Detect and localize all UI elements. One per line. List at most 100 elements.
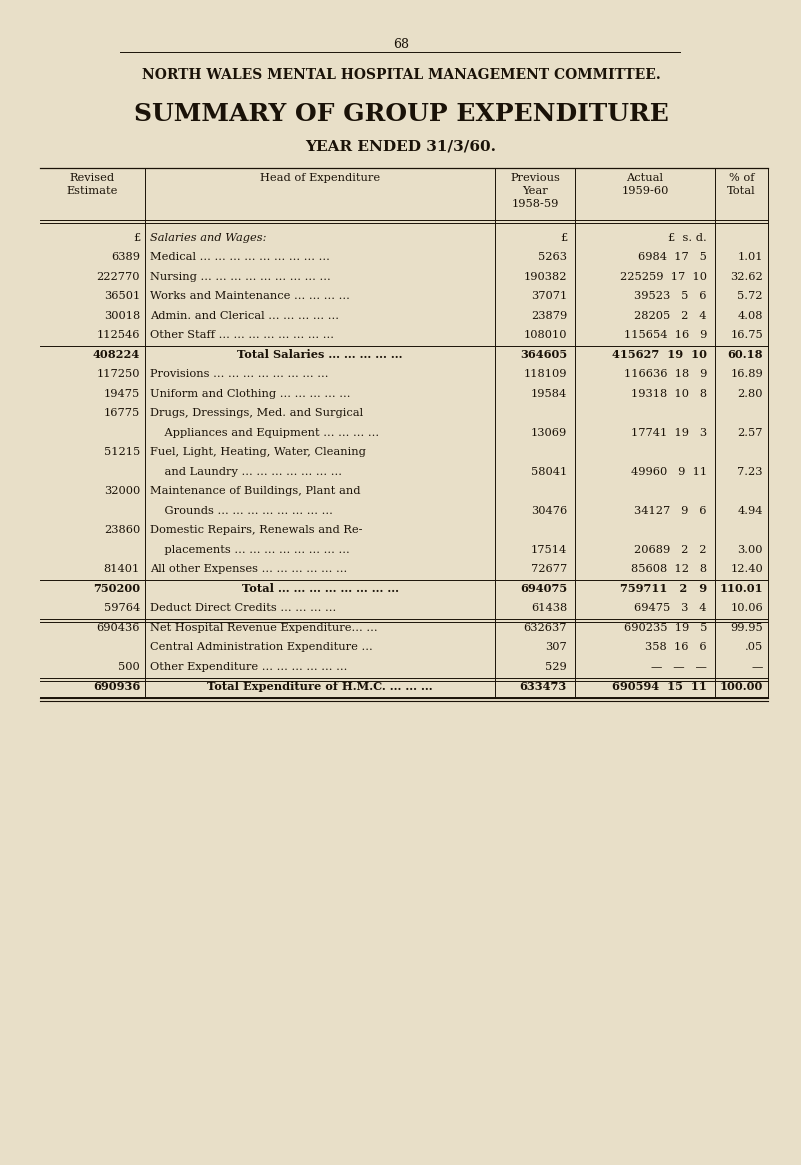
Text: 6984  17   5: 6984 17 5	[638, 253, 707, 262]
Text: 2.57: 2.57	[738, 428, 763, 438]
Text: 690235  19   5: 690235 19 5	[624, 623, 707, 633]
Text: 2.80: 2.80	[738, 389, 763, 398]
Text: 36501: 36501	[104, 291, 140, 302]
Text: 4.94: 4.94	[738, 506, 763, 516]
Text: 307: 307	[545, 642, 567, 652]
Text: 99.95: 99.95	[731, 623, 763, 633]
Text: Grounds ... ... ... ... ... ... ... ...: Grounds ... ... ... ... ... ... ... ...	[150, 506, 333, 516]
Text: NORTH WALES MENTAL HOSPITAL MANAGEMENT COMMITTEE.: NORTH WALES MENTAL HOSPITAL MANAGEMENT C…	[142, 68, 660, 82]
Text: SUMMARY OF GROUP EXPENDITURE: SUMMARY OF GROUP EXPENDITURE	[134, 103, 668, 126]
Text: 222770: 222770	[96, 271, 140, 282]
Text: 34127   9   6: 34127 9 6	[634, 506, 707, 516]
Text: 58041: 58041	[531, 467, 567, 476]
Text: 30018: 30018	[104, 311, 140, 320]
Text: % of
Total: % of Total	[727, 172, 756, 196]
Text: 690936: 690936	[93, 680, 140, 692]
Text: 3.00: 3.00	[738, 545, 763, 555]
Text: £  s. d.: £ s. d.	[668, 233, 707, 242]
Text: 39523   5   6: 39523 5 6	[634, 291, 707, 302]
Text: 19318  10   8: 19318 10 8	[631, 389, 707, 398]
Text: 112546: 112546	[96, 330, 140, 340]
Text: Deduct Direct Credits ... ... ... ...: Deduct Direct Credits ... ... ... ...	[150, 603, 336, 613]
Text: 32000: 32000	[104, 486, 140, 496]
Text: Domestic Repairs, Renewals and Re-: Domestic Repairs, Renewals and Re-	[150, 525, 363, 535]
Text: —   —   —: — — —	[651, 662, 707, 672]
Text: All other Expenses ... ... ... ... ... ...: All other Expenses ... ... ... ... ... .…	[150, 564, 348, 574]
Text: 408224: 408224	[93, 350, 140, 360]
Text: Fuel, Light, Heating, Water, Cleaning: Fuel, Light, Heating, Water, Cleaning	[150, 447, 366, 457]
Text: 529: 529	[545, 662, 567, 672]
Text: YEAR ENDED 31/3/60.: YEAR ENDED 31/3/60.	[305, 140, 497, 154]
Text: 16775: 16775	[104, 408, 140, 418]
Text: 116636  18   9: 116636 18 9	[624, 369, 707, 380]
Text: 72677: 72677	[531, 564, 567, 574]
Text: 68: 68	[393, 38, 409, 51]
Text: Other Expenditure ... ... ... ... ... ...: Other Expenditure ... ... ... ... ... ..…	[150, 662, 348, 672]
Text: 49960   9  11: 49960 9 11	[631, 467, 707, 476]
Text: Net Hospital Revenue Expenditure... ...: Net Hospital Revenue Expenditure... ...	[150, 623, 377, 633]
Text: Other Staff ... ... ... ... ... ... ... ...: Other Staff ... ... ... ... ... ... ... …	[150, 330, 334, 340]
Text: 16.75: 16.75	[731, 330, 763, 340]
Text: 5.72: 5.72	[738, 291, 763, 302]
Text: 12.40: 12.40	[731, 564, 763, 574]
Text: 81401: 81401	[104, 564, 140, 574]
Text: Actual
1959-60: Actual 1959-60	[622, 172, 669, 196]
Text: 225259  17  10: 225259 17 10	[620, 271, 707, 282]
Text: 100.00: 100.00	[719, 680, 763, 692]
Text: 13069: 13069	[531, 428, 567, 438]
Text: 85608  12   8: 85608 12 8	[631, 564, 707, 574]
Text: 1.01: 1.01	[738, 253, 763, 262]
Text: 115654  16   9: 115654 16 9	[624, 330, 707, 340]
Text: 690594  15  11: 690594 15 11	[612, 680, 707, 692]
Text: 17741  19   3: 17741 19 3	[631, 428, 707, 438]
Text: 19475: 19475	[104, 389, 140, 398]
Text: Previous
Year
1958-59: Previous Year 1958-59	[510, 172, 560, 210]
Text: 364605: 364605	[520, 350, 567, 360]
Text: 750200: 750200	[93, 584, 140, 594]
Text: 23879: 23879	[531, 311, 567, 320]
Text: 19584: 19584	[531, 389, 567, 398]
Text: 633473: 633473	[520, 680, 567, 692]
Text: 7.23: 7.23	[738, 467, 763, 476]
Text: 5263: 5263	[538, 253, 567, 262]
Text: 108010: 108010	[524, 330, 567, 340]
Text: £: £	[560, 233, 567, 242]
Text: 16.89: 16.89	[731, 369, 763, 380]
Text: 415627  19  10: 415627 19 10	[612, 350, 707, 360]
Text: 28205   2   4: 28205 2 4	[634, 311, 707, 320]
Text: —: —	[751, 662, 763, 672]
Text: Provisions ... ... ... ... ... ... ... ...: Provisions ... ... ... ... ... ... ... .…	[150, 369, 328, 380]
Text: 690436: 690436	[96, 623, 140, 633]
Text: placements ... ... ... ... ... ... ... ...: placements ... ... ... ... ... ... ... .…	[150, 545, 350, 555]
Text: 694075: 694075	[520, 584, 567, 594]
Text: 17514: 17514	[531, 545, 567, 555]
Text: 20689   2   2: 20689 2 2	[634, 545, 707, 555]
Text: Medical ... ... ... ... ... ... ... ... ...: Medical ... ... ... ... ... ... ... ... …	[150, 253, 330, 262]
Text: Total ... ... ... ... ... ... ... ...: Total ... ... ... ... ... ... ... ...	[241, 584, 399, 594]
Text: 190382: 190382	[524, 271, 567, 282]
Text: £: £	[133, 233, 140, 242]
Text: 118109: 118109	[524, 369, 567, 380]
Text: 69475   3   4: 69475 3 4	[634, 603, 707, 613]
Text: 500: 500	[119, 662, 140, 672]
Text: Appliances and Equipment ... ... ... ...: Appliances and Equipment ... ... ... ...	[150, 428, 379, 438]
Text: Admin. and Clerical ... ... ... ... ...: Admin. and Clerical ... ... ... ... ...	[150, 311, 339, 320]
Text: Head of Expenditure: Head of Expenditure	[260, 172, 380, 183]
Text: 4.08: 4.08	[738, 311, 763, 320]
Text: 6389: 6389	[111, 253, 140, 262]
Text: Maintenance of Buildings, Plant and: Maintenance of Buildings, Plant and	[150, 486, 360, 496]
Text: Works and Maintenance ... ... ... ...: Works and Maintenance ... ... ... ...	[150, 291, 350, 302]
Text: 759711   2   9: 759711 2 9	[620, 584, 707, 594]
Text: Total Expenditure of H.M.C. ... ... ...: Total Expenditure of H.M.C. ... ... ...	[207, 680, 433, 692]
Text: 32.62: 32.62	[731, 271, 763, 282]
Text: 358  16   6: 358 16 6	[646, 642, 707, 652]
Text: 37071: 37071	[531, 291, 567, 302]
Text: Nursing ... ... ... ... ... ... ... ... ...: Nursing ... ... ... ... ... ... ... ... …	[150, 271, 331, 282]
Text: and Laundry ... ... ... ... ... ... ...: and Laundry ... ... ... ... ... ... ...	[150, 467, 342, 476]
Text: Revised
Estimate: Revised Estimate	[66, 172, 119, 196]
Text: Uniform and Clothing ... ... ... ... ...: Uniform and Clothing ... ... ... ... ...	[150, 389, 351, 398]
Text: 60.18: 60.18	[727, 350, 763, 360]
Text: 10.06: 10.06	[731, 603, 763, 613]
Text: 51215: 51215	[104, 447, 140, 457]
Text: 61438: 61438	[531, 603, 567, 613]
